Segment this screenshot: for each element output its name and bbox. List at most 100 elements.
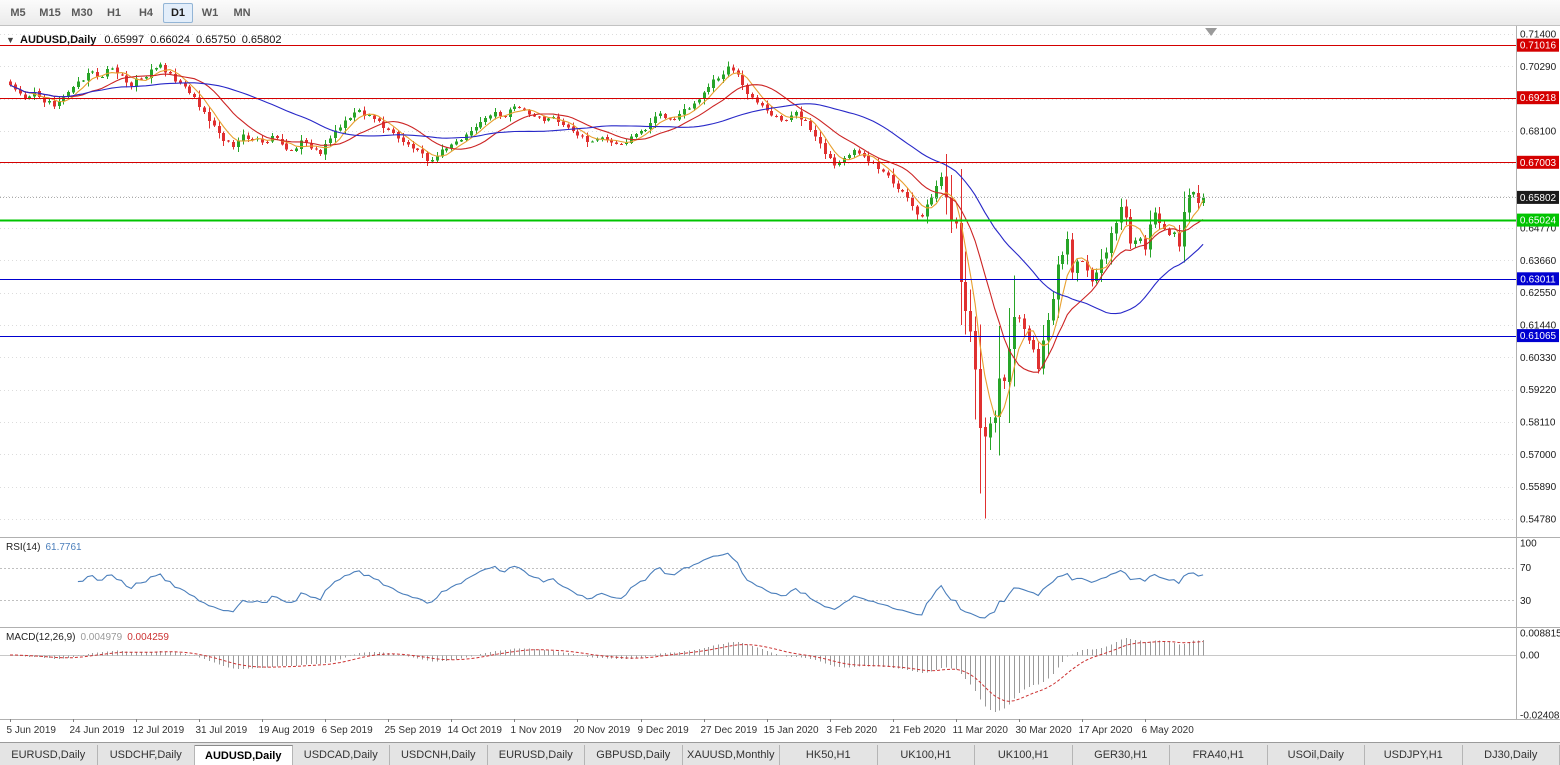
price-badge-0.63011: 0.63011 [1517,272,1559,286]
tab-9-uk100-h1[interactable]: UK100,H1 [877,745,975,765]
macd-axis-tick: 0.008815 [1520,629,1560,640]
date-axis-label: 25 Sep 2019 [385,725,442,736]
date-axis-label: 5 Jun 2019 [7,725,57,736]
macd-name: MACD(12,26,9) [6,632,75,643]
tab-0-eurusd-daily[interactable]: EURUSD,Daily [0,745,98,765]
price-axis-tick: 0.57000 [1520,450,1557,461]
tab-3-usdcad-daily[interactable]: USDCAD,Daily [292,745,390,765]
price-axis-tick: 0.58110 [1520,418,1556,429]
price-badge-0.63011-label: 0.63011 [1520,274,1556,285]
price-badge-0.61065: 0.61065 [1517,329,1559,343]
chart-title: AUDUSD,Daily 0.65997 0.66024 0.65750 0.65802 [20,34,281,46]
tab-4-usdcnh-daily[interactable]: USDCNH,Daily [390,745,488,765]
date-axis-label: 6 May 2020 [1142,725,1195,736]
price-axis-tick: 0.62550 [1520,288,1557,299]
date-axis[interactable]: 5 Jun 2019 24 Jun 2019 12 Jul 2019 31 Jul 2… [7,719,1195,736]
tab-5-eurusd-daily[interactable]: EURUSD,Daily [487,745,585,765]
rsi-axis-tick: 70 [1520,563,1532,574]
tab-12-fra40-h1[interactable]: FRA40,H1 [1170,745,1268,765]
chart-canvas[interactable]: 0.714000.702900.691800.681000.669900.658… [0,26,1560,742]
price-badge-0.69218: 0.69218 [1517,91,1559,105]
tab-1-usdchf-daily[interactable]: USDCHF,Daily [97,745,195,765]
ma-fast-line [9,69,1204,418]
date-axis-label: 30 Mar 2020 [1016,725,1073,736]
timeframe-button-h4[interactable]: H4 [138,6,154,19]
price-axis-tick: 0.70290 [1520,62,1557,73]
macd-axis-tick: 0.00 [1520,651,1540,662]
price-badge-0.61065-label: 0.61065 [1520,331,1557,342]
timeframe-toolbar: M5 M15 M30 H1 H4 D1 W1 MN [0,0,1560,26]
moving-averages [9,69,1204,418]
tab-2-audusd-daily[interactable]: AUDUSD,Daily [195,745,293,765]
timeframe-button-m5[interactable]: M5 [10,6,26,19]
price-axis-tick: 0.64770 [1520,224,1557,235]
date-axis-label: 3 Feb 2020 [827,725,878,736]
date-axis-label: 19 Aug 2019 [259,725,316,736]
chart-background [0,26,1560,742]
timeframe-button-mn[interactable]: MN [233,6,251,19]
date-axis-label: 11 Mar 2020 [953,725,1009,736]
timeframe-button-m15[interactable]: M15 [39,6,61,19]
tab-6-gbpusd-daily[interactable]: GBPUSD,Daily [585,745,683,765]
price-axis-tick: 0.63660 [1520,256,1557,267]
price-badge-0.71016-label: 0.71016 [1520,41,1557,52]
date-axis-label: 15 Jan 2020 [764,725,819,736]
tab-7-xauusd-monthly[interactable]: XAUUSD,Monthly [682,745,780,765]
price-axis-tick: 0.68100 [1520,127,1557,138]
date-axis-label: 1 Nov 2019 [511,725,563,736]
price-axis-tick: 0.54780 [1520,515,1557,526]
timeframe-button-d1[interactable]: D1 [163,2,193,23]
tab-13-usoil-daily[interactable]: USOil,Daily [1267,745,1365,765]
tab-14-usdjpy-h1[interactable]: USDJPY,H1 [1365,745,1463,765]
ma-mid-line [9,73,1204,373]
rsi-name: RSI(14) [6,542,40,553]
symbol-dropdown-icon[interactable]: ▼ [6,35,15,45]
candles-layer [9,61,1205,519]
date-axis-label: 14 Oct 2019 [448,725,503,736]
rsi-header: RSI(14) 61.7761 [6,542,82,553]
chart-window: 0.714000.702900.691800.681000.669900.658… [0,26,1560,742]
date-axis-label: 31 Jul 2019 [196,725,248,736]
ohlc-high: 0.66024 [150,34,190,46]
ohlc-open: 0.65997 [104,34,144,46]
macd-histogram [10,638,1204,713]
price-axis-tick: 0.71400 [1520,30,1557,41]
macd-signal-value: 0.004259 [127,632,169,643]
tab-11-ger30-h1[interactable]: GER30,H1 [1072,745,1170,765]
tab-10-uk100-h1[interactable]: UK100,H1 [975,745,1073,765]
macd-signal-line [10,640,1204,702]
date-axis-label: 20 Nov 2019 [574,725,631,736]
price-axis-tick: 0.55890 [1520,482,1557,493]
tab-8-hk50-h1[interactable]: HK50,H1 [780,745,878,765]
timeframe-button-w1[interactable]: W1 [201,6,219,19]
date-axis-label: 17 Apr 2020 [1079,725,1133,736]
price-badge-0.69218-label: 0.69218 [1520,93,1557,104]
price-badge-0.65024-label: 0.65024 [1520,216,1557,227]
date-axis-label: 6 Sep 2019 [322,725,374,736]
chart-symbol: AUDUSD,Daily [20,34,97,46]
rsi-axis-tick: 100 [1520,539,1537,550]
macd-header: MACD(12,26,9) 0.004979 0.004259 [6,632,169,643]
macd-main-value: 0.004979 [80,632,122,643]
price-axis-tick: 0.59220 [1520,385,1557,396]
macd-axis-tick: -0.02408 [1520,711,1560,722]
rsi-axis-tick: 30 [1520,596,1532,607]
ohlc-low: 0.65750 [196,34,236,46]
rsi-value: 61.7761 [45,542,82,553]
timeframe-button-h1[interactable]: H1 [106,6,122,19]
chart-shift-marker-icon[interactable] [1205,28,1218,36]
date-axis-label: 21 Feb 2020 [890,725,947,736]
price-badge-0.67003-label: 0.67003 [1520,158,1557,169]
current-price-badge-label: 0.65802 [1520,193,1557,204]
tab-15-dj30-daily[interactable]: DJ30,Daily [1462,745,1560,765]
chart-tabs-bar: EURUSD,Daily USDCHF,Daily AUDUSD,Daily USDC… [0,742,1560,765]
date-axis-label: 12 Jul 2019 [133,725,185,736]
price-badge-0.71016: 0.71016 [1517,38,1559,52]
timeframe-button-m30[interactable]: M30 [71,6,93,19]
price-axis-tick: 0.60330 [1520,353,1557,364]
date-axis-label: 27 Dec 2019 [701,725,758,736]
horizontal-lines [0,45,1516,337]
macd-panel [0,638,1516,713]
date-axis-label: 24 Jun 2019 [70,725,125,736]
